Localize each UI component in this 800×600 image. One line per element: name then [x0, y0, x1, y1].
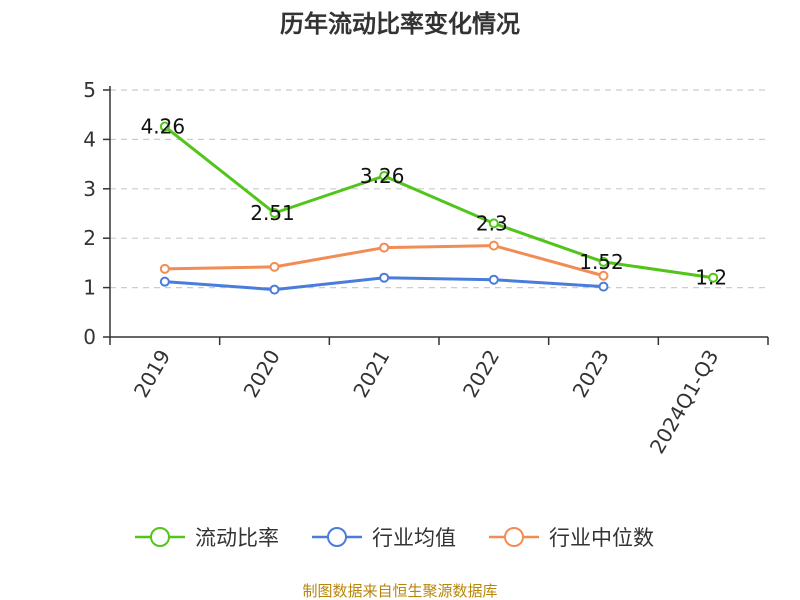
x-axis-ticks: 2019 2020 2021 2022 2023 2024Q1-Q3 [129, 346, 724, 458]
x-tick-label: 2022 [458, 346, 504, 402]
data-point [159, 263, 170, 274]
data-point [269, 261, 280, 272]
legend-marker [150, 527, 170, 547]
legend-label: 行业均值 [372, 526, 456, 550]
data-point [159, 121, 170, 132]
legend: 流动比率 行业均值 行业中位数 [135, 526, 654, 550]
data-label: 4.26 [141, 115, 186, 139]
data-point [598, 270, 609, 281]
series-layer [159, 121, 719, 295]
y-axis-ticks: 0 1 2 3 4 5 [83, 78, 96, 349]
x-tick-label: 2020 [239, 346, 285, 402]
y-tick-label: 1 [83, 276, 96, 300]
data-label: 2.51 [250, 201, 295, 225]
data-point [379, 242, 390, 253]
legend-marker [504, 527, 524, 547]
data-point [708, 272, 719, 283]
y-tick-label: 3 [83, 177, 96, 201]
y-tick-label: 0 [83, 325, 96, 349]
legend-label: 行业中位数 [549, 526, 654, 550]
data-point [379, 170, 390, 181]
data-labels: 4.26 2.51 3.26 2.3 1.52 1.2 [141, 115, 728, 290]
series-line [163, 125, 714, 280]
x-tick-label: 2024Q1-Q3 [645, 346, 724, 458]
x-tick-label: 2021 [348, 346, 394, 402]
legend-label: 流动比率 [195, 526, 279, 550]
chart-title: 历年流动比率变化情况 [280, 10, 520, 38]
grid-lines [110, 89, 768, 289]
y-tick-label: 5 [83, 78, 96, 102]
x-tick-label: 2019 [129, 346, 175, 402]
legend-item[interactable]: 行业中位数 [489, 526, 654, 550]
data-label: 1.2 [695, 266, 727, 290]
data-point [159, 276, 170, 287]
y-tick-label: 4 [83, 127, 96, 151]
data-label: 2.3 [476, 211, 508, 235]
source-note: 制图数据来自恒生聚源数据库 [302, 582, 497, 600]
legend-marker [327, 527, 347, 547]
y-tick-label: 2 [83, 226, 96, 250]
data-point [598, 256, 609, 267]
data-label: 1.52 [579, 250, 624, 274]
legend-item[interactable]: 行业均值 [312, 526, 456, 550]
data-point [269, 284, 280, 295]
data-point [269, 208, 280, 219]
data-point [598, 281, 609, 292]
data-point [379, 272, 390, 283]
data-point [488, 274, 499, 285]
data-point [488, 240, 499, 251]
data-point [488, 218, 499, 229]
x-tick-label: 2023 [568, 346, 614, 402]
data-label: 3.26 [360, 164, 405, 188]
axes [103, 86, 769, 345]
legend-item[interactable]: 流动比率 [135, 526, 279, 550]
